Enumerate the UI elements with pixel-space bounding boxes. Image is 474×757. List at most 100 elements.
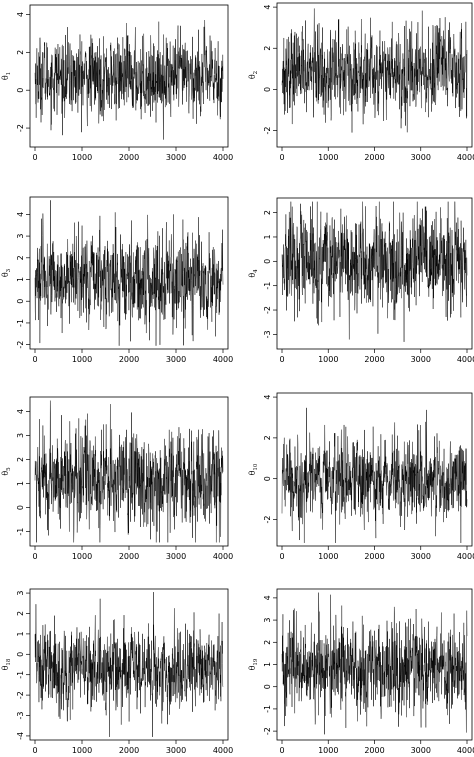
- trace-line: [281, 201, 468, 342]
- x-tick-label: 2000: [364, 355, 384, 364]
- x-tick-label: 4000: [457, 746, 474, 755]
- x-tick-label: 1000: [72, 153, 92, 162]
- y-axis-subscript: 5: [6, 467, 12, 471]
- y-tick-label: 4: [263, 595, 272, 600]
- y-tick-label: 0: [16, 652, 25, 657]
- y-axis-subscript: 3: [6, 268, 12, 272]
- x-tick-label: 0: [279, 153, 284, 162]
- y-axis-symbol: θ: [248, 470, 257, 475]
- y-tick-label: 1: [263, 662, 272, 667]
- x-tick-label: 0: [279, 552, 284, 561]
- y-tick-label: -1: [263, 282, 272, 290]
- x-tick-label: 2000: [119, 746, 139, 755]
- y-tick-label: 4: [16, 409, 25, 414]
- x-tick-label: 2000: [364, 552, 384, 561]
- y-tick-label: 0: [263, 259, 272, 264]
- trace-line: [34, 592, 224, 737]
- y-tick-label: 2: [263, 210, 272, 215]
- x-tick-label: 4000: [213, 552, 233, 561]
- y-axis-subscript: 18: [6, 658, 12, 665]
- x-tick-label: 0: [279, 355, 284, 364]
- x-tick-label: 0: [32, 746, 37, 755]
- y-axis-subscript: 1: [6, 72, 12, 76]
- trace-line: [34, 19, 224, 140]
- y-axis-label: θ18: [1, 658, 12, 670]
- x-tick-label: 1000: [318, 355, 338, 364]
- y-tick-label: -4: [16, 732, 25, 740]
- y-axis-symbol: θ: [1, 75, 10, 80]
- x-tick-label: 1000: [318, 552, 338, 561]
- y-tick-label: -2: [263, 515, 272, 523]
- x-tick-label: 3000: [166, 153, 186, 162]
- y-axis-subscript: 4: [253, 269, 259, 273]
- y-tick-label: -1: [263, 705, 272, 713]
- trace-line: [281, 592, 468, 735]
- y-axis-symbol: θ: [1, 665, 10, 670]
- y-tick-label: 0: [16, 299, 25, 304]
- x-tick-label: 3000: [411, 153, 431, 162]
- trace-line: [34, 400, 224, 543]
- x-tick-label: 4000: [457, 552, 474, 561]
- x-tick-label: 0: [32, 153, 37, 162]
- x-tick-label: 2000: [364, 746, 384, 755]
- x-tick-label: 2000: [364, 153, 384, 162]
- x-tick-label: 2000: [119, 355, 139, 364]
- x-tick-label: 4000: [457, 355, 474, 364]
- y-axis-symbol: θ: [248, 665, 257, 670]
- y-tick-label: 4: [16, 12, 25, 17]
- y-tick-label: -1: [16, 671, 25, 679]
- y-axis-label: θ2: [248, 71, 259, 79]
- x-tick-label: 0: [279, 746, 284, 755]
- x-tick-label: 1000: [318, 746, 338, 755]
- x-tick-label: 3000: [411, 355, 431, 364]
- x-tick-label: 2000: [119, 552, 139, 561]
- x-tick-label: 4000: [213, 153, 233, 162]
- y-tick-label: 0: [263, 476, 272, 481]
- x-tick-label: 4000: [213, 355, 233, 364]
- y-axis-symbol: θ: [1, 272, 10, 277]
- y-axis-label: θ19: [248, 658, 259, 670]
- y-tick-label: 1: [16, 277, 25, 282]
- y-tick-label: -2: [263, 727, 272, 735]
- y-tick-label: 4: [263, 5, 272, 10]
- y-axis-label: θ1: [1, 72, 12, 80]
- y-tick-label: 1: [16, 481, 25, 486]
- x-tick-label: 3000: [166, 355, 186, 364]
- y-tick-label: 2: [16, 611, 25, 616]
- x-tick-label: 3000: [166, 746, 186, 755]
- y-tick-label: 1: [263, 234, 272, 239]
- trace-panel: 0 1000 2000 3000 4000 -1 0 1 2 3 4 θ5: [1, 396, 233, 561]
- x-tick-label: 2000: [119, 153, 139, 162]
- x-tick-label: 3000: [411, 746, 431, 755]
- y-axis-subscript: 10: [253, 463, 259, 470]
- trace-panel: 0 1000 2000 3000 4000 -3 -2 -1 0 1 2 θ4: [248, 197, 474, 364]
- trace-panel: 0 1000 2000 3000 4000 -2 -1 0 1 2 3 4 θ19: [248, 588, 474, 755]
- trace-panel: 0 1000 2000 3000 4000 -2 0 2 4 θ10: [248, 392, 474, 561]
- y-tick-label: -2: [263, 306, 272, 314]
- y-tick-label: 3: [16, 433, 25, 438]
- y-axis-label: θ10: [248, 463, 259, 475]
- x-tick-label: 4000: [213, 746, 233, 755]
- y-axis-label: θ5: [1, 467, 12, 476]
- x-tick-label: 1000: [72, 355, 92, 364]
- x-tick-label: 1000: [72, 552, 92, 561]
- y-tick-label: 4: [263, 395, 272, 400]
- y-tick-label: -1: [16, 319, 25, 327]
- y-tick-label: 2: [16, 457, 25, 462]
- y-tick-label: 2: [263, 46, 272, 51]
- x-tick-label: 0: [32, 355, 37, 364]
- y-axis-subscript: 2: [253, 71, 259, 75]
- y-tick-label: -3: [263, 330, 272, 338]
- y-tick-label: 0: [16, 505, 25, 510]
- y-tick-label: 4: [16, 212, 25, 217]
- y-tick-label: 3: [16, 591, 25, 596]
- y-tick-label: -3: [16, 712, 25, 720]
- y-tick-label: 0: [16, 88, 25, 93]
- trace-line: [34, 200, 224, 346]
- y-tick-label: -2: [16, 124, 25, 132]
- y-tick-label: -2: [16, 341, 25, 349]
- y-tick-label: -2: [16, 691, 25, 699]
